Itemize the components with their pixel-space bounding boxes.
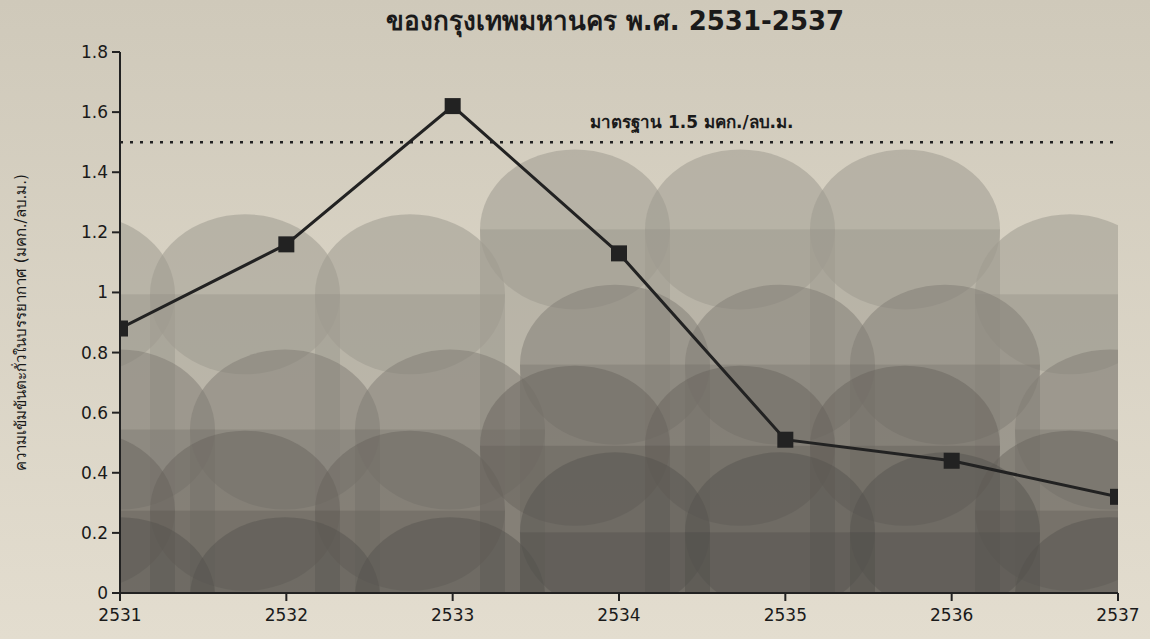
y-tick-label: 0.2 [81,523,108,543]
data-point [777,432,793,448]
y-tick [112,412,120,414]
y-tick [112,51,120,53]
data-point [1110,489,1118,505]
y-tick-label: 1.6 [81,102,108,122]
data-point [278,236,294,252]
x-tick-label: 2536 [930,605,973,625]
x-tick [119,593,121,601]
cloud [355,517,545,593]
data-point [120,321,128,337]
x-tick-label: 2535 [764,605,807,625]
x-tick [452,593,454,601]
y-tick [112,171,120,173]
x-tick [1117,593,1119,601]
x-tick [618,593,620,601]
x-tick-label: 2534 [597,605,640,625]
cloud [1015,517,1118,593]
x-tick [784,593,786,601]
x-tick-label: 2531 [98,605,141,625]
y-tick-label: 0.4 [81,463,108,483]
plot-data [120,98,1118,505]
y-tick [112,291,120,293]
cloud [520,532,710,593]
reference-label: มาตรฐาน 1.5 มคก./ลบ.ม. [590,112,794,134]
data-line [120,106,1118,497]
y-tick-label: 1.2 [81,222,108,242]
x-tick-label: 2532 [265,605,308,625]
x-tick-label: 2537 [1096,605,1139,625]
data-point [944,453,960,469]
title: ของกรุงเทพมหานคร พ.ศ. 2531-2537 [386,6,844,38]
y-tick [112,231,120,233]
y-tick-label: 1.4 [81,162,108,182]
y-tick [112,111,120,113]
cloud [850,532,1040,593]
y-tick [112,592,120,594]
x-tick [951,593,953,601]
y-tick [112,352,120,354]
reference-line [120,141,1118,144]
y-tick [112,532,120,534]
x-tick-label: 2533 [431,605,474,625]
backdrop [120,149,1118,593]
cloud [190,517,380,593]
x-tick [285,593,287,601]
y-tick-label: 0.6 [81,403,108,423]
y-tick-label: 1.8 [81,42,108,62]
chart: ของกรุงเทพมหานคร พ.ศ. 2531-2537 0 0.2 0.4 0.… [0,0,1150,639]
data-point [611,245,627,261]
y-tick-label: 1 [97,282,108,302]
y-tick-label: 0 [97,583,108,603]
y-axis-title: ความเข้มข้นตะกั่วในบรรยากาศ (มคก./ลบ.ม.) [10,174,30,471]
y-tick-label: 0.8 [81,343,108,363]
cloud [685,532,875,593]
y-tick [112,472,120,474]
data-point [445,98,461,114]
